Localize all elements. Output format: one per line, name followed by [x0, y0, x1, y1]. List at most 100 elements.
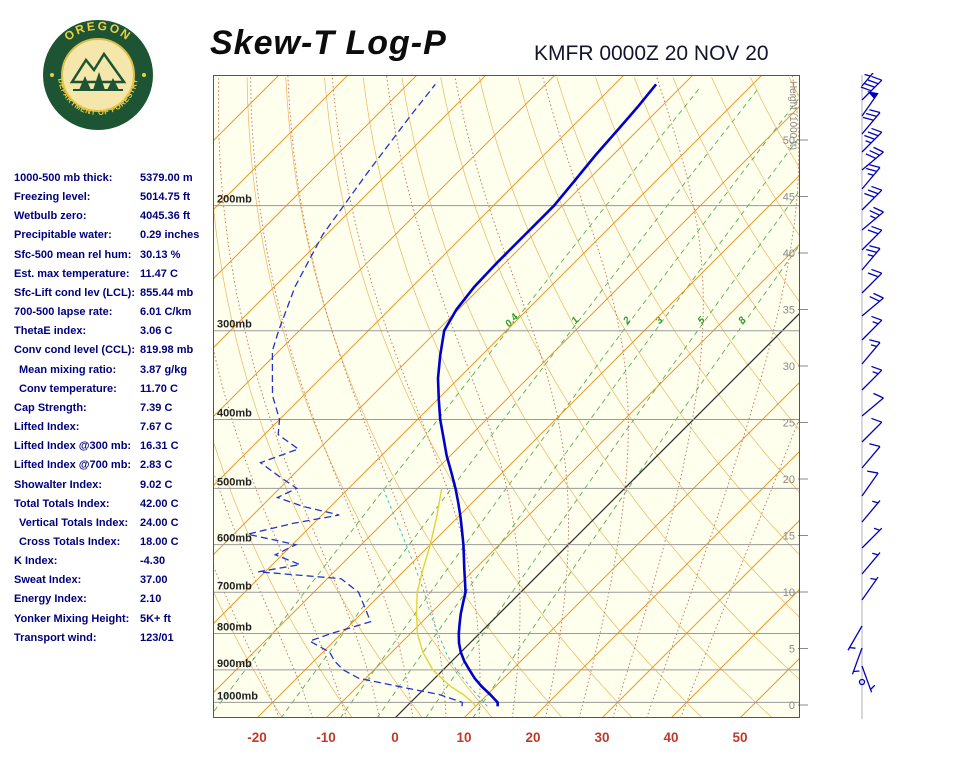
stat-row: Mean mixing ratio: 3.87 g/kg	[14, 361, 219, 380]
stat-row: Sweat Index: 37.00	[14, 571, 219, 590]
svg-text:0: 0	[391, 730, 399, 745]
svg-text:50: 50	[732, 730, 747, 745]
stat-value: 5379.00 m	[140, 172, 193, 184]
svg-text:300mb: 300mb	[217, 319, 252, 331]
stat-value: 6.01 C/km	[140, 306, 192, 319]
stat-row: Sfc-Lift cond lev (LCL): 855.44 mb	[14, 284, 219, 303]
stat-value: 855.44 mb	[140, 286, 194, 299]
svg-text:10: 10	[456, 730, 471, 745]
svg-text:15: 15	[783, 531, 795, 543]
stat-row: Freezing level: 5014.75 ft	[14, 188, 219, 207]
stat-value: 30.13 %	[140, 248, 181, 261]
svg-text:3: 3	[654, 315, 666, 327]
stat-label: Total Totals Index:	[14, 497, 110, 510]
stat-label: Lifted Index:	[14, 421, 80, 434]
stat-value: 18.00 C	[140, 535, 179, 548]
stat-label: Wetbulb zero:	[14, 210, 87, 223]
stat-value: 42.00 C	[140, 497, 179, 510]
svg-text:45: 45	[783, 192, 795, 204]
stat-row: ThetaE index: 3.06 C	[14, 322, 219, 341]
stat-label: Precipitable water:	[14, 229, 112, 242]
stat-label: Conv cond level (CCL):	[14, 344, 136, 357]
stat-value: 2.10	[140, 593, 162, 606]
stat-label: Cross Totals Index:	[19, 535, 121, 548]
stat-value: 123/01	[140, 631, 174, 644]
wind-barbs-plot	[847, 61, 884, 719]
stat-value: 3.06 C	[140, 325, 173, 338]
stat-row: 1000-500 mb thick: 5379.00 m	[14, 169, 219, 188]
stat-value: 37.00	[140, 574, 168, 587]
stat-label: Showalter Index:	[14, 478, 103, 491]
stat-row: Lifted Index @700 mb: 2.83 C	[14, 456, 219, 475]
stat-row: Est. max temperature: 11.47 C	[14, 265, 219, 284]
stat-value: 16.31 C	[140, 440, 179, 453]
skewt-plot: 0.4 1 2 3 5 8200mb300mb400mb500mb600mb700mb80…	[213, 75, 808, 745]
stat-label: Lifted Index @300 mb:	[14, 440, 132, 453]
svg-text:200mb: 200mb	[217, 194, 252, 206]
stat-label: Transport wind:	[14, 631, 97, 644]
svg-text:35: 35	[783, 305, 795, 317]
stat-row: Cross Totals Index: 18.00 C	[14, 533, 219, 552]
stat-label: Est. max temperature:	[14, 267, 130, 280]
stat-row: Showalter Index: 9.02 C	[14, 476, 219, 495]
stat-row: Yonker Mixing Height: 5K+ ft	[14, 610, 219, 629]
stat-row: Lifted Index @300 mb: 16.31 C	[14, 437, 219, 456]
stat-value: 24.00 C	[140, 516, 179, 529]
stat-row: K Index: -4.30	[14, 552, 219, 571]
svg-text:1: 1	[570, 315, 582, 327]
svg-text:30: 30	[783, 361, 795, 373]
wind-barb-column	[828, 61, 954, 728]
svg-text:40: 40	[663, 730, 678, 745]
logo-left-dot	[50, 73, 54, 77]
stat-row: Vertical Totals Index: 24.00 C	[14, 514, 219, 533]
stat-row: Precipitable water: 0.29 inches	[14, 226, 219, 245]
stat-label: Conv temperature:	[19, 382, 117, 395]
indices-panel: 1000-500 mb thick: 5379.00 m Freezing leve…	[14, 169, 219, 648]
page-title: Skew-T Log-P	[210, 24, 447, 62]
stat-label: Mean mixing ratio:	[19, 363, 117, 376]
stat-value: 4045.36 ft	[140, 210, 191, 223]
stat-row: Cap Strength: 7.39 C	[14, 399, 219, 418]
stat-label: ThetaE index:	[14, 325, 87, 338]
svg-text:5: 5	[696, 315, 708, 327]
stat-value: 2.83 C	[140, 459, 173, 472]
svg-text:40: 40	[783, 248, 795, 260]
stat-value: 5K+ ft	[140, 612, 171, 625]
svg-text:Height (1000 ft): Height (1000 ft)	[787, 81, 798, 150]
stat-label: Energy Index:	[14, 593, 87, 606]
stat-row: Wetbulb zero: 4045.36 ft	[14, 207, 219, 226]
svg-text:800mb: 800mb	[217, 621, 252, 633]
stat-row: Total Totals Index: 42.00 C	[14, 495, 219, 514]
svg-text:-10: -10	[316, 730, 336, 745]
stat-row: Lifted Index: 7.67 C	[14, 418, 219, 437]
stat-value: 7.39 C	[140, 401, 173, 414]
stat-value: 819.98 mb	[140, 344, 194, 357]
svg-text:500mb: 500mb	[217, 476, 252, 488]
stat-value: 0.29 inches	[140, 229, 200, 242]
stat-value: 11.70 C	[140, 382, 178, 395]
stat-row: Transport wind: 123/01	[14, 629, 219, 648]
svg-text:-20: -20	[247, 730, 267, 745]
station-datetime-label: KMFR 0000Z 20 NOV 20	[534, 42, 769, 65]
svg-text:25: 25	[783, 418, 795, 430]
odf-logo-graphic: OREGON DEPARTMENT OF FORESTRY	[43, 19, 153, 130]
svg-text:20: 20	[525, 730, 540, 745]
svg-text:900mb: 900mb	[217, 658, 252, 670]
stat-label: Sweat Index:	[14, 574, 82, 587]
stat-row: 700-500 lapse rate: 6.01 C/km	[14, 303, 219, 322]
stat-label: Cap Strength:	[14, 401, 87, 414]
stat-value: 5014.75 ft	[140, 191, 191, 204]
stat-label: Yonker Mixing Height:	[14, 612, 130, 625]
svg-text:50: 50	[783, 135, 795, 147]
stat-row: Sfc-500 mean rel hum: 30.13 %	[14, 246, 219, 265]
stat-value: 11.47 C	[140, 267, 178, 280]
svg-text:400mb: 400mb	[217, 408, 252, 420]
stat-value: 9.02 C	[140, 478, 173, 491]
logo-mountain-trees-icon	[69, 51, 127, 91]
stat-label: Lifted Index @700 mb:	[14, 459, 132, 472]
stat-label: Sfc-Lift cond lev (LCL):	[14, 286, 135, 299]
stat-row: Conv temperature: 11.70 C	[14, 380, 219, 399]
stat-label: 700-500 lapse rate:	[14, 306, 113, 319]
stat-label: Freezing level:	[14, 191, 91, 204]
